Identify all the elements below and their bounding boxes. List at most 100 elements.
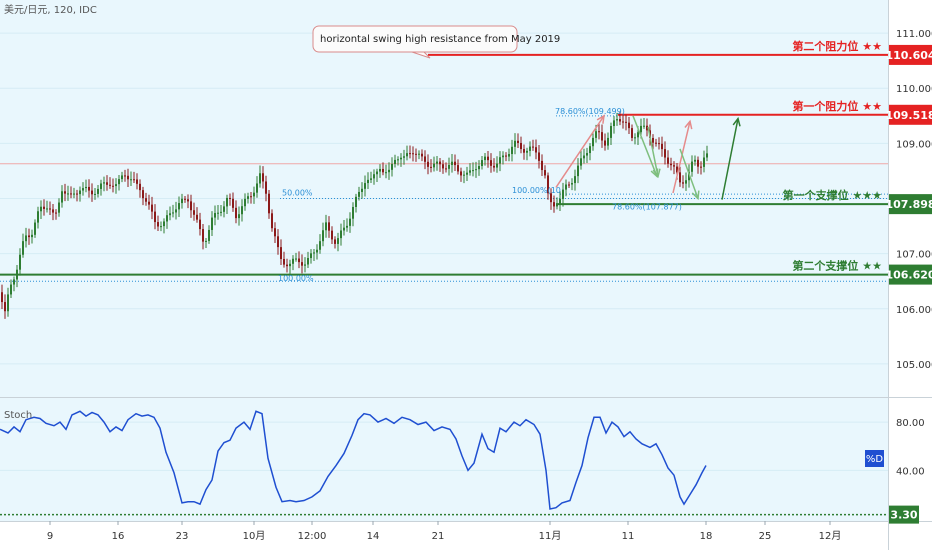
candle-body [496, 163, 498, 168]
candle-body [553, 202, 555, 207]
candle-body [340, 230, 342, 239]
candle-body [355, 196, 357, 207]
candle-body [622, 121, 624, 123]
candle-body [394, 159, 396, 164]
level-price-tag [889, 104, 932, 125]
x-tick-label: 11 [622, 531, 635, 542]
candle-body [334, 239, 336, 244]
candle-body [301, 262, 303, 266]
candle-body [142, 190, 144, 199]
candle-body [22, 241, 24, 255]
candle-body [406, 153, 408, 157]
x-tick-label: 21 [432, 531, 445, 542]
candle-body [475, 169, 477, 171]
candle-body [538, 152, 540, 161]
candle-body [646, 125, 648, 131]
candle-body [46, 208, 48, 210]
candle-body [292, 258, 294, 264]
candle-body [253, 192, 255, 197]
candle-body [103, 182, 105, 184]
candle-body [598, 131, 600, 133]
candle-body [280, 247, 282, 260]
candle-body [400, 157, 402, 160]
candle-body [97, 188, 99, 194]
candle-body [208, 229, 210, 241]
candle-body [565, 184, 567, 190]
fib-label: 78.60%(107.877) [612, 202, 682, 211]
candle-body [73, 193, 75, 195]
candle-body [136, 179, 138, 184]
candle-body [181, 198, 183, 204]
candle-body [64, 191, 66, 194]
level-price-tag [889, 264, 932, 285]
candle-body [703, 157, 705, 167]
candle-body [169, 213, 171, 216]
candle-body [661, 143, 663, 150]
candle-body [202, 229, 204, 242]
candle-body [52, 209, 54, 213]
candle-body [376, 171, 378, 175]
x-tick-label: 12月 [819, 530, 842, 542]
candle-body [337, 238, 339, 244]
candle-body [58, 202, 60, 213]
candle-body [88, 186, 90, 191]
candle-body [685, 180, 687, 184]
candle-body [199, 219, 201, 230]
x-tick-label: 18 [700, 531, 713, 542]
swing-arrowhead [596, 114, 605, 124]
candle-body [94, 193, 96, 195]
candle-body [583, 155, 585, 159]
candle-body [358, 191, 360, 197]
level-price-label: 109.518 [885, 109, 932, 122]
candle-body [382, 168, 384, 173]
x-tick-label: 25 [759, 531, 772, 542]
candle-body [451, 161, 453, 166]
level-name: 第一个阻力位 ★★ [792, 99, 882, 113]
candle-body [274, 228, 276, 237]
swing-arrow [632, 115, 658, 177]
swing-arrow [721, 118, 739, 200]
x-tick-label: 9 [47, 531, 53, 542]
swing-arrowhead [652, 168, 661, 179]
candle-body [217, 212, 219, 214]
annotation-callout[interactable]: horizontal swing high resistance from Ma… [312, 25, 560, 59]
candle-body [634, 137, 636, 139]
swing-arrowhead [684, 119, 693, 130]
candle-body [595, 131, 597, 138]
candle-body [361, 188, 363, 192]
candle-body [118, 179, 120, 185]
stoch-series-tag [865, 450, 884, 467]
candle-body [25, 235, 27, 242]
candle-body [331, 230, 333, 240]
stoch-tick-label: 80.00 [896, 418, 925, 429]
candle-body [424, 156, 426, 162]
fibonacci-labels: 78.60%(109.499) 50.00% 100.00%(10 78.60%(10… [278, 107, 682, 283]
candle-body [325, 222, 327, 231]
candle-body [205, 240, 207, 242]
candle-body [139, 183, 141, 191]
candle-body [40, 206, 42, 212]
candle-body [124, 175, 126, 177]
candle-body [574, 176, 576, 184]
candle-body [562, 189, 564, 199]
candle-body [70, 193, 72, 195]
candle-body [178, 203, 180, 210]
x-tick-label: 12:00 [298, 531, 327, 542]
candle-body [577, 165, 579, 177]
candle-body [487, 156, 489, 161]
candle-body [652, 137, 654, 143]
level-name: 第一个支撑位 ★★★ [783, 188, 883, 202]
candle-body [259, 173, 261, 184]
candle-body [379, 168, 381, 172]
candle-body [679, 172, 681, 183]
price-tick-label: 110.000 [896, 84, 932, 95]
candle-body [511, 146, 513, 155]
candle-body [151, 204, 153, 212]
swing-arrow [679, 148, 699, 199]
candle-body [460, 171, 462, 176]
candle-body [286, 264, 288, 267]
candle-body [85, 186, 87, 189]
candle-body [1, 292, 3, 303]
candle-body [31, 234, 33, 238]
level-price-label: 110.604 [885, 49, 932, 62]
